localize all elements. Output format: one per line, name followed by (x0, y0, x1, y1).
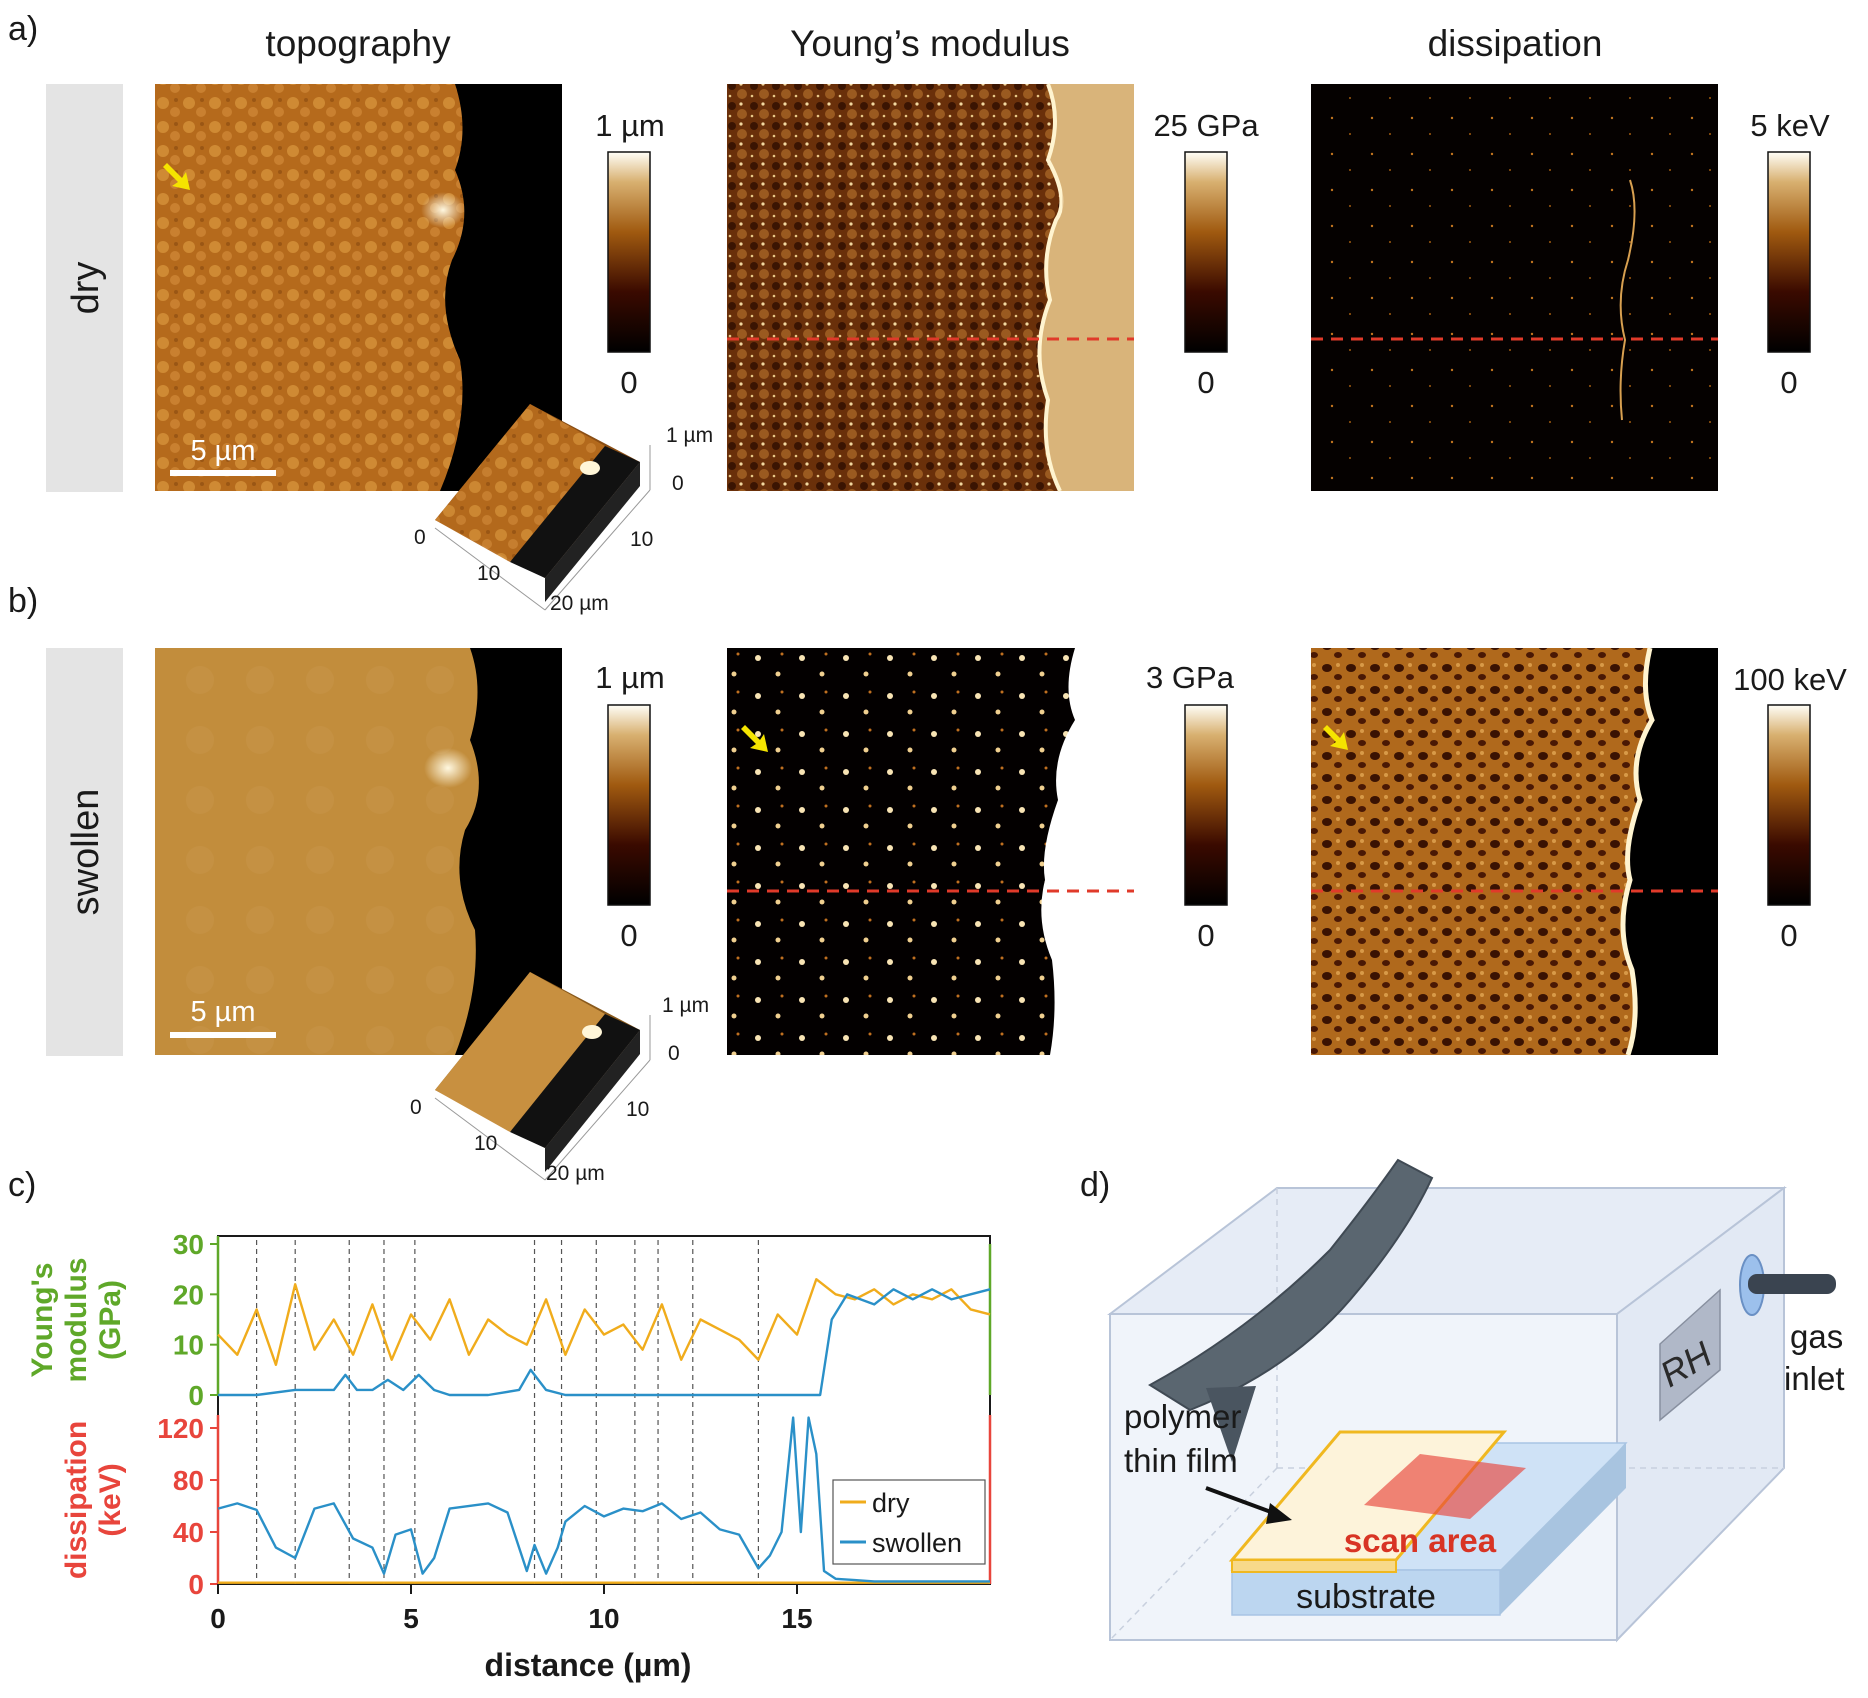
rh-sensor (1659, 1288, 1721, 1422)
scale-bar-label-dry: 5 µm (190, 435, 255, 467)
chart-legend: dry swollen (832, 1479, 986, 1565)
panel-label-a: a) (8, 10, 38, 48)
schematic: RH gas inlet substrate polymer thin film… (1107, 1158, 1845, 1643)
inset-3d-dry: 1 µm 0 0 10 20 µm 10 (414, 404, 713, 615)
ytick-label-dissipation-1: 40 (173, 1517, 204, 1548)
inset-sw-y10: 10 (626, 1098, 649, 1121)
colorbar-max-dry-diss: 5 keV (1750, 108, 1830, 143)
panel-label-b: b) (8, 582, 38, 620)
cantilever (1148, 1158, 1434, 1412)
ytick-label-modulus-0: 0 (188, 1380, 204, 1411)
gas-label-2: inlet (1784, 1360, 1845, 1397)
inset-dry-y10: 10 (630, 528, 653, 551)
inset-dry-x10: 10 (477, 562, 500, 585)
xtick-label-0: 0 (210, 1603, 226, 1634)
xlabel: distance (µm) (485, 1647, 692, 1683)
colorbar-sw-diss (1767, 704, 1811, 906)
ytick-label-dissipation-3: 120 (157, 1413, 204, 1444)
colorbar-max-sw-mod: 3 GPa (1146, 660, 1235, 695)
ytick-label-modulus-2: 20 (173, 1279, 204, 1310)
polymer-label-2: thin film (1124, 1442, 1238, 1479)
ylabel-modulus-2: modulus (60, 1258, 93, 1383)
colorbar-min-sw-diss: 0 (1780, 918, 1797, 953)
ytick-label-modulus-3: 30 (173, 1229, 204, 1260)
image-topography-dry: 5 µm (155, 84, 562, 491)
row-label-swollen-box (46, 648, 123, 1056)
image-dissipation-swollen (1311, 647, 1718, 1056)
ylabel-modulus-3: (GPa) (94, 1280, 127, 1360)
row-label-dry-box (46, 84, 123, 492)
colorbar-max-sw-diss: 100 keV (1733, 662, 1847, 697)
inset-sw-z-top: 1 µm (662, 994, 709, 1017)
modulus-series-dry (217, 1278, 991, 1367)
scale-bar-label-swollen: 5 µm (190, 996, 255, 1028)
xtick-label-2: 10 (588, 1603, 619, 1634)
gas-inlet-tube (1748, 1274, 1836, 1294)
colorbar-min-sw-topo: 0 (620, 918, 637, 953)
inset-3d-swollen: 1 µm 0 0 10 20 µm 10 (410, 972, 709, 1185)
inset-dry-z-top: 1 µm (666, 424, 713, 447)
scan-area-label: scan area (1344, 1522, 1497, 1559)
polymer-label-1: polymer (1124, 1398, 1241, 1435)
colorbar-dry-topo (607, 151, 651, 353)
colorbar-min-dry-topo: 0 (620, 365, 637, 400)
substrate-side (1500, 1443, 1626, 1615)
modulus-series-swollen (218, 1288, 991, 1397)
arrow-head-icon (1266, 1503, 1292, 1524)
colorbar-min-sw-mod: 0 (1197, 918, 1214, 953)
scan-area-patch (1364, 1454, 1526, 1519)
scale-bar-dry (170, 470, 276, 476)
inset-sw-x0: 0 (410, 1096, 422, 1119)
image-modulus-swollen (727, 648, 1134, 1055)
yellow-arrow-icon (163, 163, 190, 190)
yellow-arrow-icon (741, 725, 768, 752)
ytick-label-modulus-1: 10 (173, 1330, 204, 1361)
xtick-label-3: 15 (781, 1603, 812, 1634)
column-title-dissipation: dissipation (1428, 23, 1603, 64)
dissipation-series-swollen (217, 1416, 990, 1583)
colorbar-min-dry-mod: 0 (1197, 365, 1214, 400)
ytick-label-dissipation-0: 0 (188, 1569, 204, 1600)
panel-label-c: c) (8, 1166, 36, 1204)
inset-sw-x10: 10 (474, 1132, 497, 1155)
afm-tip (1206, 1386, 1256, 1462)
colorbar-sw-mod (1184, 704, 1228, 906)
colorbar-max-sw-topo: 1 µm (595, 660, 665, 695)
legend-label-dry: dry (872, 1488, 910, 1518)
gas-label-1: gas (1790, 1318, 1843, 1355)
inset-dry-x20: 20 µm (550, 592, 609, 615)
legend-label-swollen: swollen (872, 1528, 962, 1558)
inset-dry-z-bot: 0 (672, 472, 684, 495)
colorbar-dry-diss (1767, 151, 1811, 353)
ylabel-dissipation-2: (keV) (94, 1463, 127, 1536)
colorbar-min-dry-diss: 0 (1780, 365, 1797, 400)
inset-sw-z-bot: 0 (668, 1042, 680, 1065)
ytick-label-dissipation-2: 80 (173, 1465, 204, 1496)
xtick-label-1: 5 (403, 1603, 419, 1634)
scale-bar-swollen (170, 1032, 276, 1038)
substrate-label: substrate (1296, 1578, 1436, 1616)
row-label-dry: dry (65, 262, 107, 315)
colorbar-dry-mod (1184, 151, 1228, 353)
colorbar-max-dry-mod: 25 GPa (1153, 108, 1259, 143)
panel-label-d: d) (1080, 1166, 1110, 1204)
image-modulus-dry (727, 83, 1134, 492)
column-title-modulus: Young’s modulus (790, 23, 1070, 64)
image-topography-swollen: 5 µm (155, 648, 562, 1055)
colorbar-max-dry-topo: 1 µm (595, 108, 665, 143)
yellow-arrow-icon (1323, 725, 1348, 750)
ylabel-dissipation-1: dissipation (60, 1421, 93, 1579)
row-label-swollen: swollen (65, 789, 107, 916)
inset-sw-x20: 20 µm (546, 1162, 605, 1185)
ylabel-modulus-1: Young's (26, 1263, 59, 1378)
colorbar-sw-topo (607, 704, 651, 906)
image-dissipation-dry (1311, 84, 1718, 491)
inset-dry-x0: 0 (414, 526, 426, 549)
column-title-topography: topography (265, 23, 451, 64)
